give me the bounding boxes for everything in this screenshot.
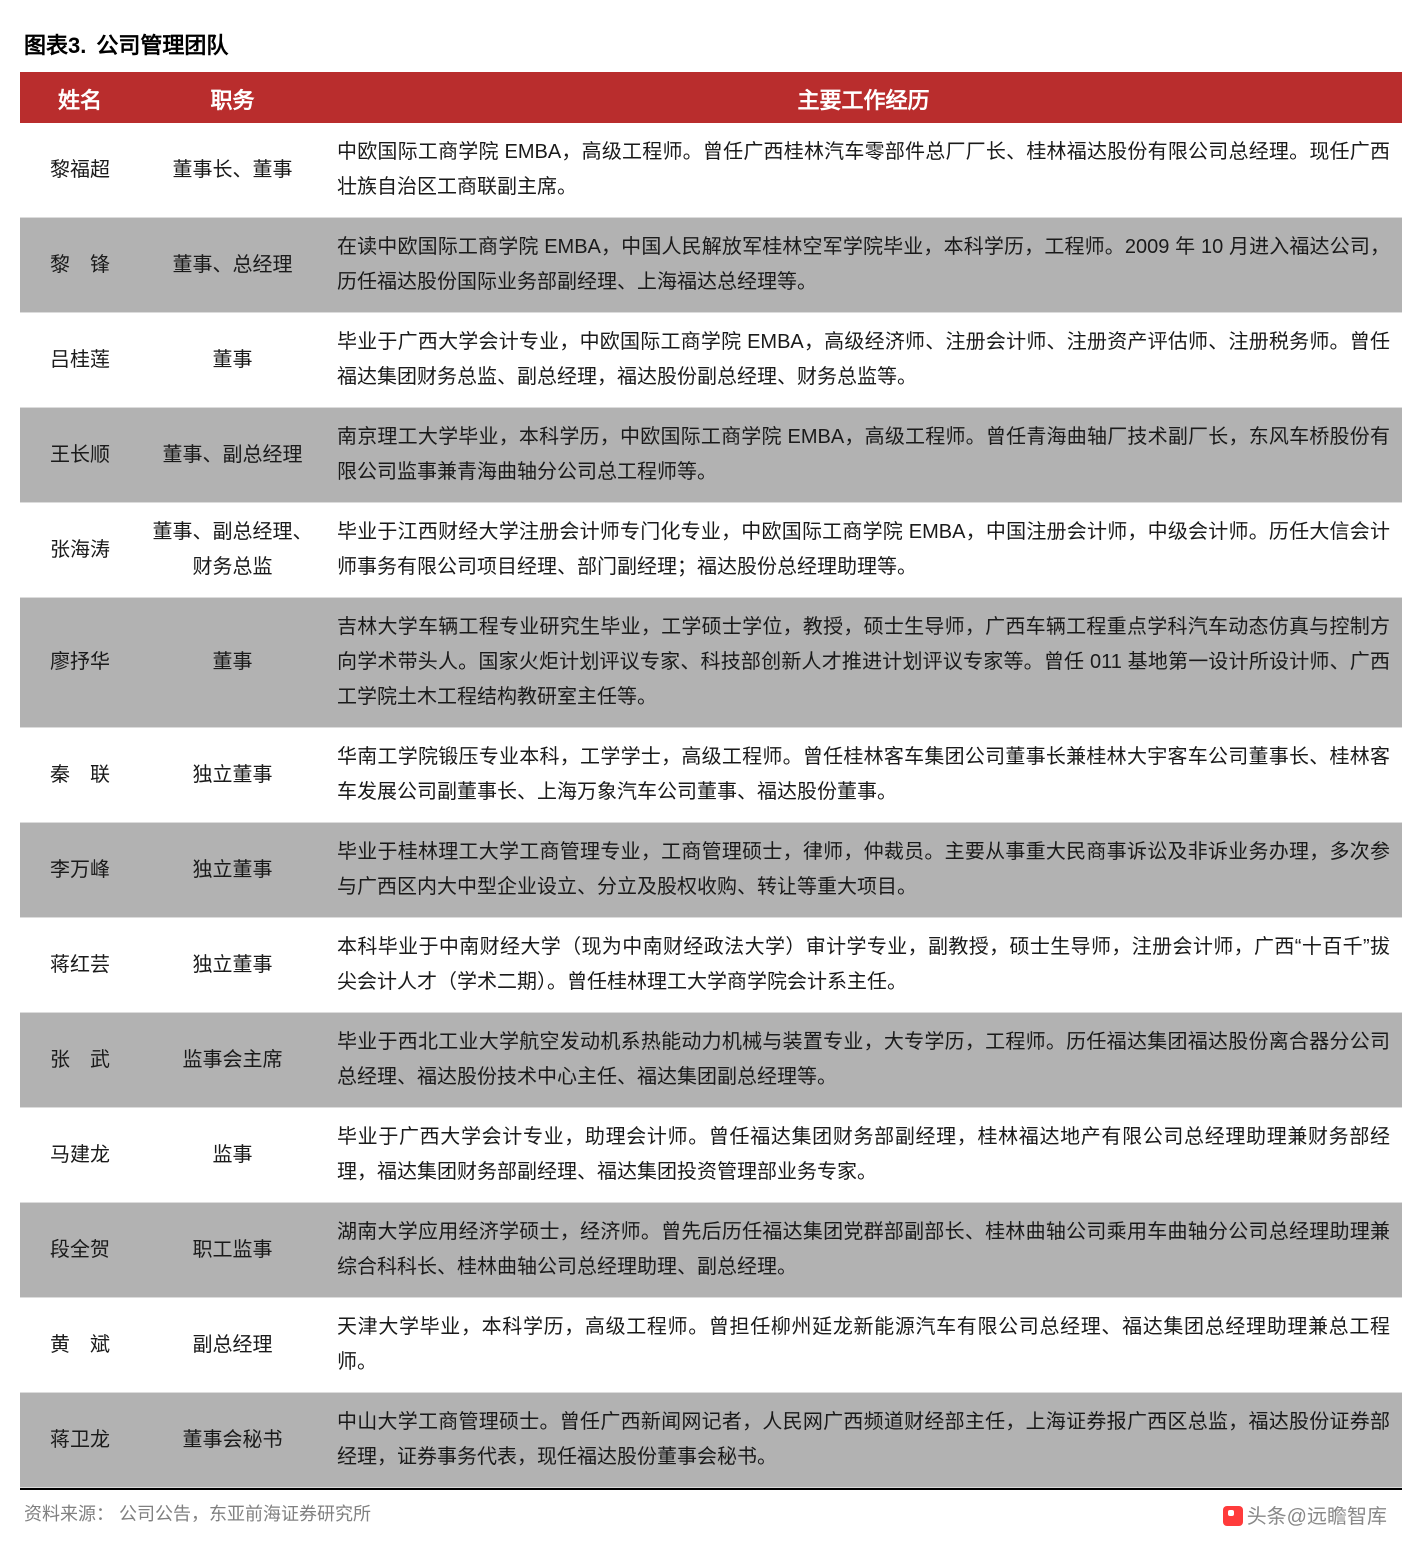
cell-position: 董事 — [140, 598, 325, 728]
cell-position: 董事、副总经理、财务总监 — [140, 503, 325, 598]
table-row: 段全贺职工监事湖南大学应用经济学硕士，经济师。曾先后历任福达集团党群部副部长、桂… — [20, 1203, 1402, 1298]
cell-desc: 中欧国际工商学院 EMBA，高级工程师。曾任广西桂林汽车零部件总厂厂长、桂林福达… — [325, 123, 1402, 218]
col-header-name: 姓名 — [20, 74, 140, 124]
cell-name: 黎福超 — [20, 123, 140, 218]
cell-position: 董事、总经理 — [140, 218, 325, 313]
cell-position: 独立董事 — [140, 728, 325, 823]
cell-name: 段全贺 — [20, 1203, 140, 1298]
source-line: 资料来源： 公司公告，东亚前海证券研究所 — [20, 1490, 1402, 1536]
cell-desc: 毕业于江西财经大学注册会计师专门化专业，中欧国际工商学院 EMBA，中国注册会计… — [325, 503, 1402, 598]
cell-desc: 吉林大学车辆工程专业研究生毕业，工学硕士学位，教授，硕士生导师，广西车辆工程重点… — [325, 598, 1402, 728]
table-row: 黄 斌副总经理天津大学毕业，本科学历，高级工程师。曾担任柳州延龙新能源汽车有限公… — [20, 1298, 1402, 1393]
cell-desc: 在读中欧国际工商学院 EMBA，中国人民解放军桂林空军学院毕业，本科学历，工程师… — [325, 218, 1402, 313]
cell-position: 董事会秘书 — [140, 1393, 325, 1488]
cell-name: 张 武 — [20, 1013, 140, 1108]
cell-position: 副总经理 — [140, 1298, 325, 1393]
cell-name: 蒋红芸 — [20, 918, 140, 1013]
col-header-desc: 主要工作经历 — [325, 74, 1402, 124]
table-row: 马建龙监事毕业于广西大学会计专业，助理会计师。曾任福达集团财务部副经理，桂林福达… — [20, 1108, 1402, 1203]
cell-name: 廖抒华 — [20, 598, 140, 728]
cell-position: 监事会主席 — [140, 1013, 325, 1108]
cell-name: 黎 锋 — [20, 218, 140, 313]
cell-desc: 毕业于广西大学会计专业，助理会计师。曾任福达集团财务部副经理，桂林福达地产有限公… — [325, 1108, 1402, 1203]
cell-desc: 湖南大学应用经济学硕士，经济师。曾先后历任福达集团党群部副部长、桂林曲轴公司乘用… — [325, 1203, 1402, 1298]
cell-name: 李万峰 — [20, 823, 140, 918]
chart-number: 图表3. — [24, 33, 86, 58]
cell-position: 董事 — [140, 313, 325, 408]
cell-desc: 天津大学毕业，本科学历，高级工程师。曾担任柳州延龙新能源汽车有限公司总经理、福达… — [325, 1298, 1402, 1393]
management-table: 姓名 职务 主要工作经历 黎福超董事长、董事中欧国际工商学院 EMBA，高级工程… — [20, 72, 1402, 1488]
cell-name: 马建龙 — [20, 1108, 140, 1203]
table-row: 王长顺董事、副总经理南京理工大学毕业，本科学历，中欧国际工商学院 EMBA，高级… — [20, 408, 1402, 503]
table-row: 蒋卫龙董事会秘书中山大学工商管理硕士。曾任广西新闻网记者，人民网广西频道财经部主… — [20, 1393, 1402, 1488]
table-row: 张海涛董事、副总经理、财务总监毕业于江西财经大学注册会计师专门化专业，中欧国际工… — [20, 503, 1402, 598]
cell-desc: 毕业于桂林理工大学工商管理专业，工商管理硕士，律师，仲裁员。主要从事重大民商事诉… — [325, 823, 1402, 918]
cell-position: 职工监事 — [140, 1203, 325, 1298]
table-row: 吕桂莲董事毕业于广西大学会计专业，中欧国际工商学院 EMBA，高级经济师、注册会… — [20, 313, 1402, 408]
table-row: 秦 联独立董事华南工学院锻压专业本科，工学学士，高级工程师。曾任桂林客车集团公司… — [20, 728, 1402, 823]
cell-position: 董事长、董事 — [140, 123, 325, 218]
table-row: 蒋红芸独立董事本科毕业于中南财经大学（现为中南财经政法大学）审计学专业，副教授，… — [20, 918, 1402, 1013]
cell-name: 蒋卫龙 — [20, 1393, 140, 1488]
cell-desc: 南京理工大学毕业，本科学历，中欧国际工商学院 EMBA，高级工程师。曾任青海曲轴… — [325, 408, 1402, 503]
table-row: 黎 锋董事、总经理在读中欧国际工商学院 EMBA，中国人民解放军桂林空军学院毕业… — [20, 218, 1402, 313]
chart-title: 图表3. 公司管理团队 — [20, 20, 1402, 72]
table-row: 张 武监事会主席毕业于西北工业大学航空发动机系热能动力机械与装置专业，大专学历，… — [20, 1013, 1402, 1108]
cell-name: 秦 联 — [20, 728, 140, 823]
cell-name: 吕桂莲 — [20, 313, 140, 408]
cell-desc: 毕业于西北工业大学航空发动机系热能动力机械与装置专业，大专学历，工程师。历任福达… — [325, 1013, 1402, 1108]
col-header-position: 职务 — [140, 74, 325, 124]
cell-desc: 华南工学院锻压专业本科，工学学士，高级工程师。曾任桂林客车集团公司董事长兼桂林大… — [325, 728, 1402, 823]
cell-name: 张海涛 — [20, 503, 140, 598]
cell-name: 黄 斌 — [20, 1298, 140, 1393]
cell-position: 独立董事 — [140, 918, 325, 1013]
table-row: 黎福超董事长、董事中欧国际工商学院 EMBA，高级工程师。曾任广西桂林汽车零部件… — [20, 123, 1402, 218]
cell-name: 王长顺 — [20, 408, 140, 503]
cell-position: 独立董事 — [140, 823, 325, 918]
chart-name: 公司管理团队 — [96, 33, 228, 58]
table-row: 李万峰独立董事毕业于桂林理工大学工商管理专业，工商管理硕士，律师，仲裁员。主要从… — [20, 823, 1402, 918]
cell-desc: 中山大学工商管理硕士。曾任广西新闻网记者，人民网广西频道财经部主任，上海证券报广… — [325, 1393, 1402, 1488]
cell-desc: 毕业于广西大学会计专业，中欧国际工商学院 EMBA，高级经济师、注册会计师、注册… — [325, 313, 1402, 408]
cell-position: 监事 — [140, 1108, 325, 1203]
table-row: 廖抒华董事吉林大学车辆工程专业研究生毕业，工学硕士学位，教授，硕士生导师，广西车… — [20, 598, 1402, 728]
table-header-row: 姓名 职务 主要工作经历 — [20, 74, 1402, 124]
cell-position: 董事、副总经理 — [140, 408, 325, 503]
cell-desc: 本科毕业于中南财经大学（现为中南财经政法大学）审计学专业，副教授，硕士生导师，注… — [325, 918, 1402, 1013]
